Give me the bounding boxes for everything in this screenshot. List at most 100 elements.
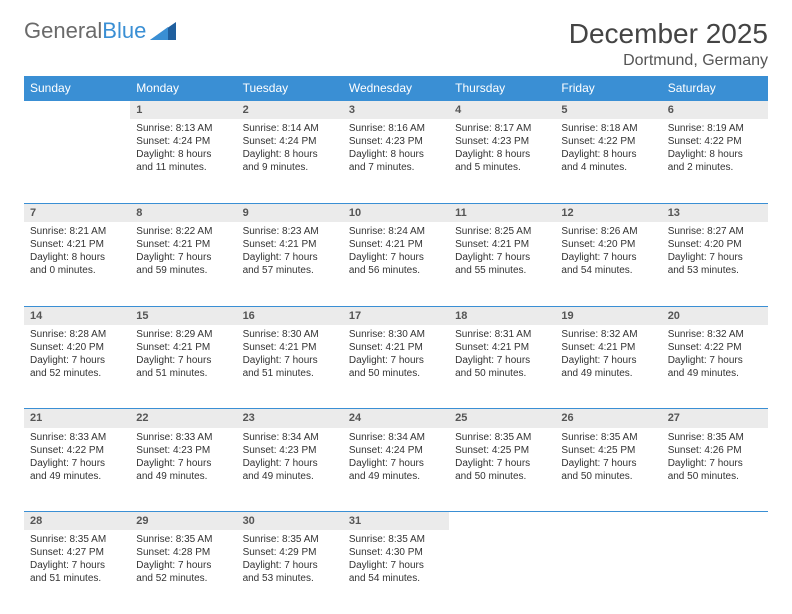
day-number-cell: 11 — [449, 203, 555, 222]
sunrise-text: Sunrise: 8:32 AM — [668, 328, 762, 341]
day-cell-body: Sunrise: 8:30 AMSunset: 4:21 PMDaylight:… — [343, 325, 449, 386]
day-cell — [662, 530, 768, 614]
daylight-text: Daylight: 7 hours and 59 minutes. — [136, 251, 230, 277]
weekday-header: Monday — [130, 76, 236, 101]
sunrise-text: Sunrise: 8:35 AM — [668, 431, 762, 444]
day-cell: Sunrise: 8:21 AMSunset: 4:21 PMDaylight:… — [24, 222, 130, 306]
sunrise-text: Sunrise: 8:30 AM — [243, 328, 337, 341]
daylight-text: Daylight: 7 hours and 49 minutes. — [243, 457, 337, 483]
sunrise-text: Sunrise: 8:31 AM — [455, 328, 549, 341]
day-cell: Sunrise: 8:23 AMSunset: 4:21 PMDaylight:… — [237, 222, 343, 306]
sunrise-text: Sunrise: 8:29 AM — [136, 328, 230, 341]
day-cell-body: Sunrise: 8:19 AMSunset: 4:22 PMDaylight:… — [662, 119, 768, 180]
day-cell-body: Sunrise: 8:21 AMSunset: 4:21 PMDaylight:… — [24, 222, 130, 283]
day-cell — [449, 530, 555, 614]
day-cell: Sunrise: 8:35 AMSunset: 4:26 PMDaylight:… — [662, 428, 768, 512]
day-cell-body: Sunrise: 8:30 AMSunset: 4:21 PMDaylight:… — [237, 325, 343, 386]
sunset-text: Sunset: 4:26 PM — [668, 444, 762, 457]
day-number-cell: 23 — [237, 409, 343, 428]
day-cell-body: Sunrise: 8:32 AMSunset: 4:21 PMDaylight:… — [555, 325, 661, 386]
day-number-row: 14151617181920 — [24, 306, 768, 325]
daylight-text: Daylight: 7 hours and 51 minutes. — [243, 354, 337, 380]
day-cell-body: Sunrise: 8:14 AMSunset: 4:24 PMDaylight:… — [237, 119, 343, 180]
day-cell: Sunrise: 8:33 AMSunset: 4:23 PMDaylight:… — [130, 428, 236, 512]
day-cell-body: Sunrise: 8:35 AMSunset: 4:28 PMDaylight:… — [130, 530, 236, 591]
weekday-header: Sunday — [24, 76, 130, 101]
sunrise-text: Sunrise: 8:25 AM — [455, 225, 549, 238]
sunrise-text: Sunrise: 8:18 AM — [561, 122, 655, 135]
logo-text-2: Blue — [102, 18, 146, 44]
sunrise-text: Sunrise: 8:16 AM — [349, 122, 443, 135]
sunrise-text: Sunrise: 8:35 AM — [243, 533, 337, 546]
day-cell: Sunrise: 8:22 AMSunset: 4:21 PMDaylight:… — [130, 222, 236, 306]
day-number-cell: 9 — [237, 203, 343, 222]
sunrise-text: Sunrise: 8:35 AM — [561, 431, 655, 444]
day-number-cell: 4 — [449, 101, 555, 120]
daylight-text: Daylight: 7 hours and 53 minutes. — [668, 251, 762, 277]
day-number-cell: 31 — [343, 512, 449, 531]
sunrise-text: Sunrise: 8:35 AM — [30, 533, 124, 546]
sunset-text: Sunset: 4:28 PM — [136, 546, 230, 559]
daylight-text: Daylight: 7 hours and 54 minutes. — [349, 559, 443, 585]
day-number-cell: 26 — [555, 409, 661, 428]
sunrise-text: Sunrise: 8:22 AM — [136, 225, 230, 238]
sunrise-text: Sunrise: 8:34 AM — [349, 431, 443, 444]
sunset-text: Sunset: 4:30 PM — [349, 546, 443, 559]
day-cell-body: Sunrise: 8:25 AMSunset: 4:21 PMDaylight:… — [449, 222, 555, 283]
day-cell-body: Sunrise: 8:34 AMSunset: 4:24 PMDaylight:… — [343, 428, 449, 489]
sunset-text: Sunset: 4:21 PM — [243, 238, 337, 251]
day-number-cell: 27 — [662, 409, 768, 428]
day-cell: Sunrise: 8:18 AMSunset: 4:22 PMDaylight:… — [555, 119, 661, 203]
sunrise-text: Sunrise: 8:13 AM — [136, 122, 230, 135]
day-cell-body: Sunrise: 8:13 AMSunset: 4:24 PMDaylight:… — [130, 119, 236, 180]
daylight-text: Daylight: 7 hours and 57 minutes. — [243, 251, 337, 277]
day-number-cell: 21 — [24, 409, 130, 428]
day-cell: Sunrise: 8:28 AMSunset: 4:20 PMDaylight:… — [24, 325, 130, 409]
day-number-cell: 24 — [343, 409, 449, 428]
sunset-text: Sunset: 4:21 PM — [349, 238, 443, 251]
daylight-text: Daylight: 7 hours and 50 minutes. — [668, 457, 762, 483]
day-number-cell — [555, 512, 661, 531]
daylight-text: Daylight: 7 hours and 50 minutes. — [455, 354, 549, 380]
daylight-text: Daylight: 8 hours and 2 minutes. — [668, 148, 762, 174]
day-number-cell — [662, 512, 768, 531]
day-cell-body: Sunrise: 8:34 AMSunset: 4:23 PMDaylight:… — [237, 428, 343, 489]
sunrise-text: Sunrise: 8:34 AM — [243, 431, 337, 444]
day-number-row: 123456 — [24, 101, 768, 120]
day-cell: Sunrise: 8:29 AMSunset: 4:21 PMDaylight:… — [130, 325, 236, 409]
day-cell-body: Sunrise: 8:27 AMSunset: 4:20 PMDaylight:… — [662, 222, 768, 283]
weekday-header: Tuesday — [237, 76, 343, 101]
day-cell: Sunrise: 8:32 AMSunset: 4:22 PMDaylight:… — [662, 325, 768, 409]
month-title: December 2025 — [569, 18, 768, 50]
weekday-row: Sunday Monday Tuesday Wednesday Thursday… — [24, 76, 768, 101]
day-cell: Sunrise: 8:25 AMSunset: 4:21 PMDaylight:… — [449, 222, 555, 306]
sunset-text: Sunset: 4:20 PM — [668, 238, 762, 251]
day-number-cell: 7 — [24, 203, 130, 222]
day-cell-body: Sunrise: 8:31 AMSunset: 4:21 PMDaylight:… — [449, 325, 555, 386]
day-cell: Sunrise: 8:17 AMSunset: 4:23 PMDaylight:… — [449, 119, 555, 203]
sunset-text: Sunset: 4:20 PM — [30, 341, 124, 354]
daylight-text: Daylight: 7 hours and 49 minutes. — [668, 354, 762, 380]
sunset-text: Sunset: 4:21 PM — [349, 341, 443, 354]
day-content-row: Sunrise: 8:35 AMSunset: 4:27 PMDaylight:… — [24, 530, 768, 614]
sunset-text: Sunset: 4:29 PM — [243, 546, 337, 559]
day-number-cell: 22 — [130, 409, 236, 428]
sunrise-text: Sunrise: 8:17 AM — [455, 122, 549, 135]
daylight-text: Daylight: 7 hours and 55 minutes. — [455, 251, 549, 277]
day-cell: Sunrise: 8:27 AMSunset: 4:20 PMDaylight:… — [662, 222, 768, 306]
sunset-text: Sunset: 4:23 PM — [243, 444, 337, 457]
sunrise-text: Sunrise: 8:24 AM — [349, 225, 443, 238]
daylight-text: Daylight: 8 hours and 4 minutes. — [561, 148, 655, 174]
sunset-text: Sunset: 4:22 PM — [561, 135, 655, 148]
day-cell: Sunrise: 8:35 AMSunset: 4:30 PMDaylight:… — [343, 530, 449, 614]
sunrise-text: Sunrise: 8:32 AM — [561, 328, 655, 341]
day-cell-body: Sunrise: 8:33 AMSunset: 4:22 PMDaylight:… — [24, 428, 130, 489]
day-content-row: Sunrise: 8:21 AMSunset: 4:21 PMDaylight:… — [24, 222, 768, 306]
daylight-text: Daylight: 8 hours and 0 minutes. — [30, 251, 124, 277]
day-cell-body: Sunrise: 8:35 AMSunset: 4:25 PMDaylight:… — [555, 428, 661, 489]
day-cell-body: Sunrise: 8:23 AMSunset: 4:21 PMDaylight:… — [237, 222, 343, 283]
day-cell-body: Sunrise: 8:35 AMSunset: 4:29 PMDaylight:… — [237, 530, 343, 591]
day-number-cell: 2 — [237, 101, 343, 120]
sunset-text: Sunset: 4:22 PM — [668, 135, 762, 148]
day-number-cell: 5 — [555, 101, 661, 120]
